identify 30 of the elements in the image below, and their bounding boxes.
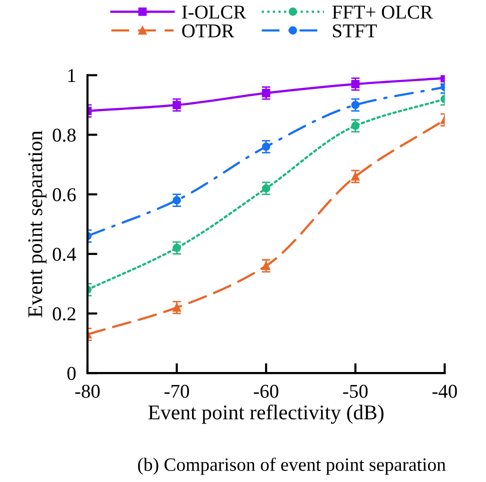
legend-label: FFT+ OLCR (332, 6, 433, 19)
y-tick-label: 0.8 (52, 128, 76, 142)
point (172, 244, 181, 252)
point (172, 100, 181, 110)
y-axis-title: Event point separation (28, 130, 47, 318)
point (262, 184, 270, 193)
legend-label: I-OLCR (182, 6, 246, 19)
x-tick-label: -50 (343, 384, 368, 398)
x-tick-label: -70 (164, 384, 189, 398)
legend-label: STFT (333, 24, 377, 38)
y-tick-label: 0.2 (52, 307, 76, 321)
y-tick-label: 0 (67, 366, 76, 380)
point (172, 303, 181, 312)
point (351, 172, 360, 181)
y-tick-label: 0.4 (52, 248, 76, 261)
point (262, 262, 270, 270)
x-tick-label: -40 (432, 384, 457, 398)
y-tick-label: 0.6 (52, 188, 76, 202)
point (262, 88, 270, 98)
text: (b) Comparison of event point separation (138, 458, 446, 475)
point (262, 142, 270, 151)
point (351, 80, 360, 88)
y-tick-label: 1 (68, 69, 76, 82)
point (351, 100, 360, 110)
x-tick-label: -80 (75, 384, 100, 398)
x-axis-title: Event point reflectivity (dB) (148, 404, 384, 424)
legend-label: OTDR (182, 24, 234, 38)
x-tick-label: -60 (254, 384, 278, 398)
point (172, 196, 181, 204)
point (351, 122, 360, 130)
